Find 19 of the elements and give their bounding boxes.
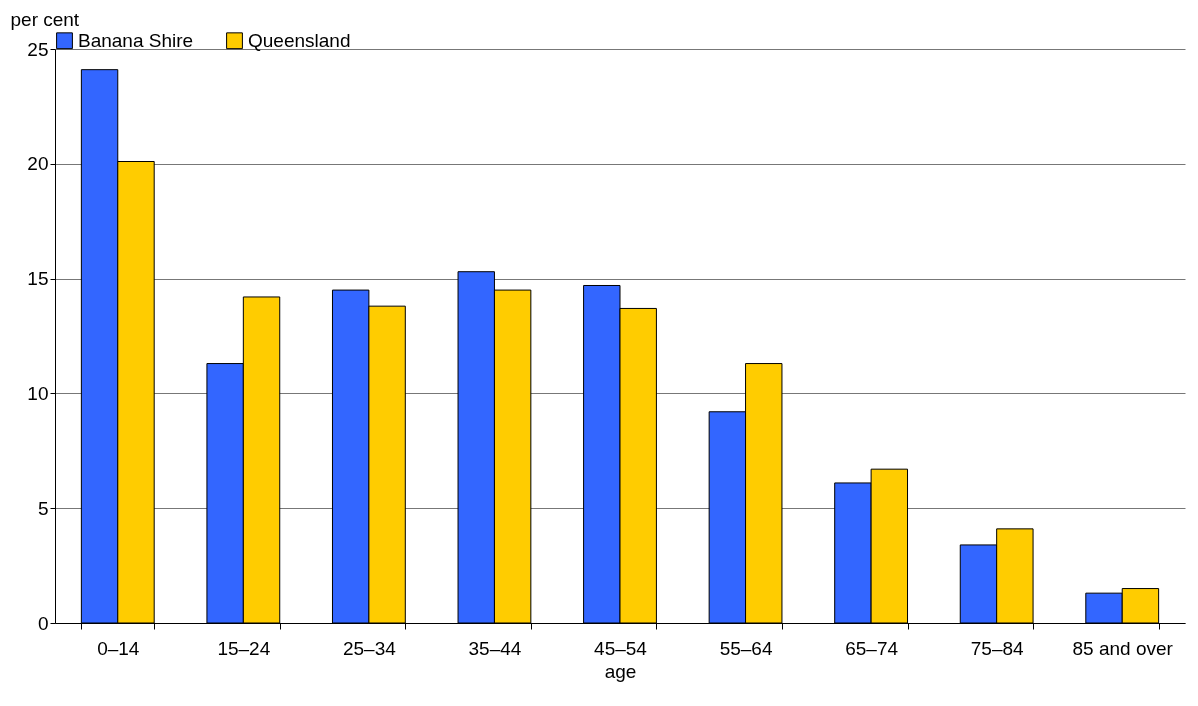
legend-label: Banana Shire (78, 29, 194, 51)
x-tick-label: 45–54 (594, 637, 648, 659)
x-tick-label: 35–44 (468, 637, 522, 659)
x-tick-label: 0–14 (97, 637, 140, 659)
x-tick-label: 85 and over (1072, 637, 1174, 659)
x-tick-label: 55–64 (719, 637, 773, 659)
y-tick-label: 20 (27, 153, 49, 175)
y-axis-title: per cent (10, 8, 80, 30)
x-axis-title: age (604, 660, 637, 682)
y-tick-label: 0 (37, 612, 49, 634)
y-tick-label: 25 (27, 38, 49, 60)
x-tick-label: 15–24 (217, 637, 271, 659)
y-tick-label: 15 (27, 268, 49, 290)
y-tick-label: 5 (37, 497, 49, 519)
legend-label: Queensland (248, 29, 351, 51)
y-tick-label: 10 (27, 382, 49, 404)
x-tick-label: 75–84 (970, 637, 1025, 659)
x-tick-label: 25–34 (342, 637, 397, 659)
x-tick-label: 65–74 (845, 637, 899, 659)
